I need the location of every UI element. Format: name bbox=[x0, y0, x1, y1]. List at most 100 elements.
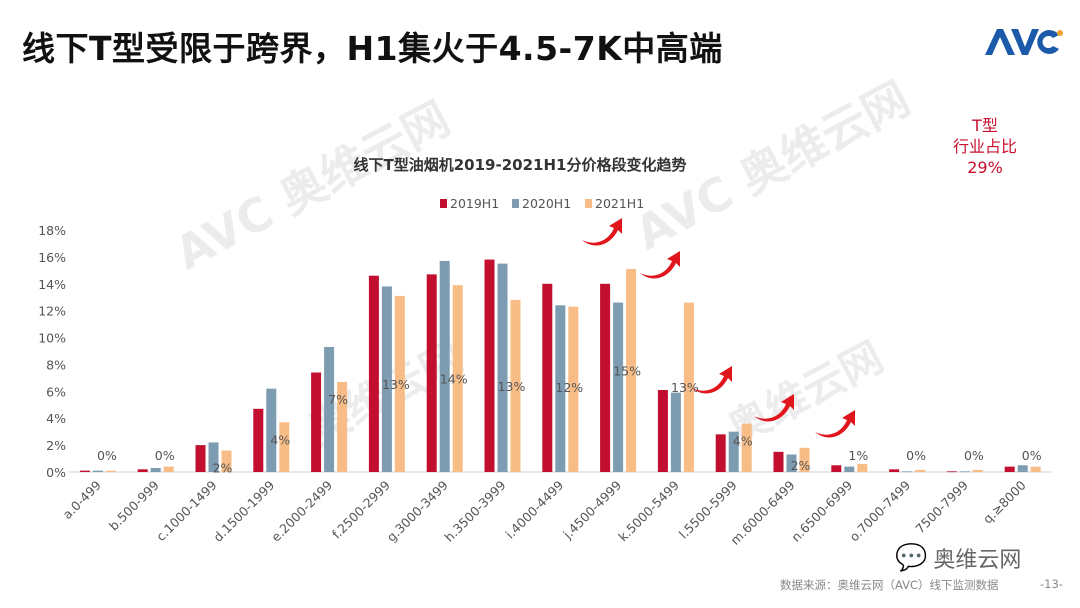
data-label: 7% bbox=[328, 392, 348, 407]
data-label: 0% bbox=[155, 448, 175, 463]
bar-2021H1 bbox=[163, 466, 174, 472]
bar-2019H1 bbox=[79, 470, 90, 472]
bar-2019H1 bbox=[253, 408, 264, 472]
bar-2020H1 bbox=[613, 302, 624, 472]
bar-2020H1 bbox=[208, 442, 219, 472]
bar-2020H1 bbox=[324, 346, 335, 472]
data-label: 2% bbox=[213, 460, 233, 475]
y-tick-label: 14% bbox=[38, 277, 66, 292]
bars: 0% 0% 2% 4% 7% 13% 14% 13% 12% 15% 13% 4% 2% 1% 0% 0% 0% bbox=[79, 259, 1042, 475]
wechat-badge: 💬 奥维云网 bbox=[895, 542, 1021, 574]
bar-2021H1 bbox=[568, 306, 579, 472]
up-arrow-icon bbox=[815, 410, 855, 438]
legend: 2019H1 2020H1 2021H1 bbox=[440, 196, 644, 211]
bar-2021H1 bbox=[510, 299, 521, 472]
page-title: 线下T型受限于跨界，H1集火于4.5-7K中高端 bbox=[22, 29, 723, 68]
bar-2019H1 bbox=[715, 434, 726, 472]
bar-2020H1 bbox=[381, 286, 392, 472]
x-tick-label: f.2500-2999 bbox=[329, 477, 393, 541]
x-tick-label: a.0-499 bbox=[59, 477, 104, 522]
bar-2021H1 bbox=[452, 285, 463, 472]
legend-swatch bbox=[440, 199, 447, 208]
x-tick-label: h.3500-3999 bbox=[441, 477, 508, 544]
bar-2019H1 bbox=[426, 274, 437, 472]
data-label: 1% bbox=[848, 448, 868, 463]
y-tick-label: 6% bbox=[46, 384, 66, 399]
avc-logo bbox=[985, 27, 1065, 61]
bar-2021H1 bbox=[799, 447, 810, 472]
legend-label: 2021H1 bbox=[595, 196, 644, 211]
legend-label: 2020H1 bbox=[522, 196, 571, 211]
bar-2020H1 bbox=[150, 467, 161, 472]
x-axis: a.0-499 b.500-999c.1000-1499d.1500-1999e.… bbox=[59, 477, 1028, 547]
bar-2019H1 bbox=[137, 469, 148, 472]
bar-2021H1 bbox=[915, 469, 926, 472]
data-label: 12% bbox=[555, 380, 583, 395]
bar-2020H1 bbox=[92, 470, 103, 472]
bar-2020H1 bbox=[728, 431, 739, 472]
data-label: 14% bbox=[440, 372, 468, 387]
legend-label: 2019H1 bbox=[450, 196, 499, 211]
bar-2019H1 bbox=[889, 469, 900, 472]
y-tick-label: 2% bbox=[46, 438, 66, 453]
y-tick-label: 12% bbox=[38, 304, 66, 319]
bar-2019H1 bbox=[600, 283, 611, 472]
x-tick-label: l.5500-5999 bbox=[676, 477, 740, 541]
chart-title: 线下T型油烟机2019-2021H1分价格段变化趋势 bbox=[354, 156, 687, 174]
y-tick-label: 18% bbox=[38, 223, 66, 238]
y-tick-label: 8% bbox=[46, 357, 66, 372]
note-line: 行业占比 bbox=[952, 137, 1017, 156]
legend-swatch bbox=[512, 199, 519, 208]
wechat-icon: 💬 bbox=[895, 543, 928, 573]
data-label: 0% bbox=[97, 448, 117, 463]
note-value: 29% bbox=[967, 158, 1003, 177]
bar-2019H1 bbox=[311, 372, 322, 472]
bar-2019H1 bbox=[484, 259, 495, 472]
y-tick-label: 4% bbox=[46, 411, 66, 426]
bar-2020H1 bbox=[439, 260, 450, 472]
data-source: 数据来源：奥维云网（AVC）线下监测数据 bbox=[780, 578, 999, 592]
bar-2020H1 bbox=[497, 263, 508, 472]
bar-2020H1 bbox=[670, 392, 681, 472]
x-tick-label: q.≥8000 bbox=[980, 477, 1029, 526]
data-label: 2% bbox=[791, 458, 811, 473]
bar-2021H1 bbox=[972, 469, 983, 472]
up-arrow-icon bbox=[692, 366, 732, 394]
note-line: T型 bbox=[972, 116, 998, 135]
bar-2021H1 bbox=[741, 423, 752, 472]
bar-2019H1 bbox=[368, 275, 379, 472]
x-tick-label: 7500-7999 bbox=[912, 477, 971, 536]
wechat-name: 奥维云网 bbox=[933, 548, 1022, 573]
bar-2021H1 bbox=[279, 422, 290, 472]
bar-2019H1 bbox=[773, 451, 784, 472]
bar-2020H1 bbox=[555, 305, 566, 472]
bar-2019H1 bbox=[195, 445, 206, 472]
x-tick-label: b.500-999 bbox=[106, 477, 162, 533]
bar-2021H1 bbox=[105, 470, 116, 472]
y-tick-label: 10% bbox=[38, 331, 66, 346]
bar-2021H1 bbox=[857, 463, 868, 472]
bar-2019H1 bbox=[542, 283, 553, 472]
x-tick-label: k.5000-5499 bbox=[615, 477, 682, 544]
x-tick-label: o.7000-7499 bbox=[846, 477, 913, 544]
data-label: 4% bbox=[733, 434, 753, 449]
bar-2019H1 bbox=[1004, 466, 1015, 472]
bar-2021H1 bbox=[221, 450, 232, 472]
bar-2021H1 bbox=[1030, 466, 1041, 472]
data-label: 4% bbox=[270, 432, 290, 447]
data-label: 13% bbox=[382, 377, 410, 392]
y-tick-label: 0% bbox=[46, 465, 66, 480]
bar-2020H1 bbox=[959, 471, 970, 473]
up-arrow-icon bbox=[754, 394, 794, 422]
bar-2020H1 bbox=[844, 466, 855, 472]
t-type-share-note: T型 行业占比 29% bbox=[930, 115, 1040, 178]
x-tick-label: n.6500-6999 bbox=[788, 477, 855, 544]
data-label: 0% bbox=[964, 448, 984, 463]
bar-2019H1 bbox=[946, 471, 957, 473]
bar-2020H1 bbox=[1017, 465, 1028, 472]
page-number: -13- bbox=[1040, 577, 1063, 591]
bar-2021H1 bbox=[683, 302, 694, 472]
bar-2019H1 bbox=[657, 389, 668, 472]
data-label: 13% bbox=[498, 379, 526, 394]
